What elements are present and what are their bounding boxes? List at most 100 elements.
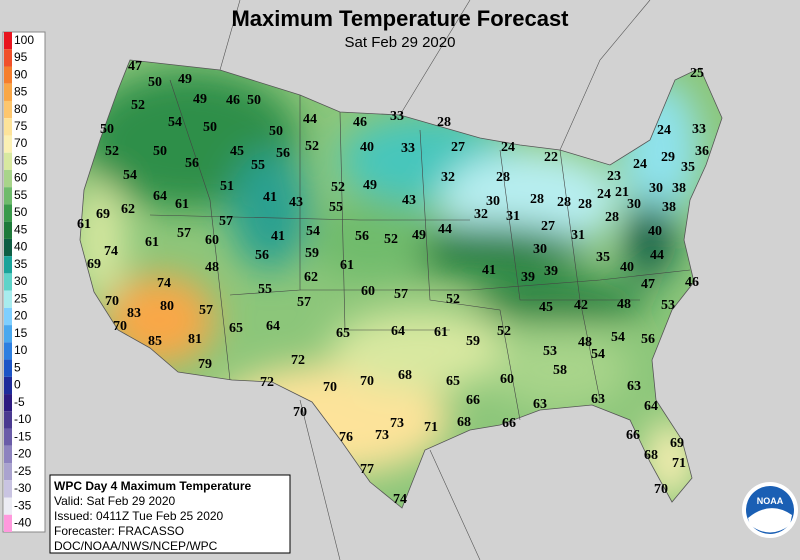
temperature-label: 55 [251,158,265,173]
temperature-label: 54 [306,224,320,239]
legend-label: 65 [14,153,28,167]
temperature-label: 70 [360,374,374,389]
temperature-label: 70 [323,380,337,395]
legend-swatch [4,221,12,239]
legend-label: 45 [14,222,28,236]
temperature-label: 61 [175,197,189,212]
temperature-label: 28 [437,115,451,130]
temperature-label: 41 [482,263,496,278]
temperature-label: 85 [148,334,162,349]
temperature-label: 64 [153,189,167,204]
legend-label: 55 [14,188,28,202]
temperature-label: 48 [578,335,592,350]
temperature-label: 24 [597,187,611,202]
temperature-label: 28 [530,192,544,207]
temperature-label: 33 [692,122,706,137]
temperature-label: 27 [451,140,465,155]
legend-label: 85 [14,85,28,99]
temperature-label: 24 [633,157,647,172]
temperature-label: 52 [384,232,398,247]
temperature-label: 61 [340,258,354,273]
temperature-label: 47 [128,59,142,74]
temperature-label: 72 [291,353,305,368]
temperature-label: 44 [650,248,664,263]
temperature-label: 35 [596,250,610,265]
temperature-label: 27 [541,219,555,234]
temperature-label: 32 [441,170,455,185]
temperature-label: 28 [496,170,510,185]
temperature-label: 46 [226,93,240,108]
legend-swatch [4,32,12,50]
temperature-label: 66 [502,416,516,431]
temperature-label: 57 [219,214,233,229]
info-line: Forecaster: FRACASSO [54,524,184,538]
temperature-label: 39 [544,264,558,279]
legend-swatch [4,49,12,67]
temperature-label: 40 [620,260,634,275]
legend-label: 90 [14,67,28,81]
legend-label: 0 [14,378,21,392]
temperature-label: 52 [331,180,345,195]
temperature-label: 24 [501,140,515,155]
legend-swatch [4,359,12,377]
temperature-label: 40 [360,140,374,155]
legend-swatch [4,273,12,291]
temperature-label: 76 [339,430,353,445]
temperature-label: 54 [123,168,137,183]
temperature-label: 31 [506,209,520,224]
temperature-label: 74 [104,244,118,259]
temperature-label: 48 [205,260,219,275]
temperature-label: 49 [193,92,207,107]
temperature-label: 64 [266,319,280,334]
legend-label: -10 [14,412,32,426]
temperature-label: 62 [304,270,318,285]
temperature-label: 30 [533,242,547,257]
temperature-label: 61 [145,235,159,250]
temperature-label: 63 [533,397,547,412]
temperature-label: 43 [402,193,416,208]
temperature-label: 53 [661,298,675,313]
temperature-label: 36 [695,144,709,159]
legend-label: 40 [14,240,28,254]
temperature-label: 52 [105,144,119,159]
temperature-label: 48 [617,297,631,312]
temperature-label: 45 [539,300,553,315]
temperature-label: 63 [627,379,641,394]
temperature-label: 56 [355,229,369,244]
legend-swatch [4,514,12,532]
temperature-label: 55 [329,200,343,215]
legend-swatch [4,100,12,119]
temperature-label: 60 [361,284,375,299]
legend-label: 50 [14,205,28,219]
temperature-label: 60 [205,233,219,248]
subtitle: Sat Feb 29 2020 [345,34,456,51]
temperature-label: 70 [293,405,307,420]
temperature-label: 56 [641,332,655,347]
legend-label: 80 [14,102,28,116]
info-line: DOC/NOAA/NWS/NCEP/WPC [54,539,218,553]
legend-label: 30 [14,274,28,288]
temperature-label: 50 [153,144,167,159]
temperature-label: 74 [157,276,171,291]
temperature-label: 47 [641,277,655,292]
legend-swatch [4,66,12,84]
temperature-label: 21 [615,185,629,200]
temperature-label: 28 [605,210,619,225]
temperature-label: 23 [607,169,621,184]
temperature-label: 56 [185,156,199,171]
legend-label: -25 [14,464,32,478]
temperature-label: 56 [276,146,290,161]
temperature-label: 51 [220,179,234,194]
legend-swatch [4,135,12,153]
info-box [49,474,291,554]
temperature-label: 46 [685,275,699,290]
temperature-label: 64 [644,399,658,414]
temperature-label: 59 [466,334,480,349]
temperature-label: 52 [446,292,460,307]
legend-swatch [4,325,12,343]
temperature-label: 66 [626,428,640,443]
temperature-label: 28 [578,197,592,212]
temperature-label: 80 [160,299,174,314]
legend-swatch [4,307,12,326]
